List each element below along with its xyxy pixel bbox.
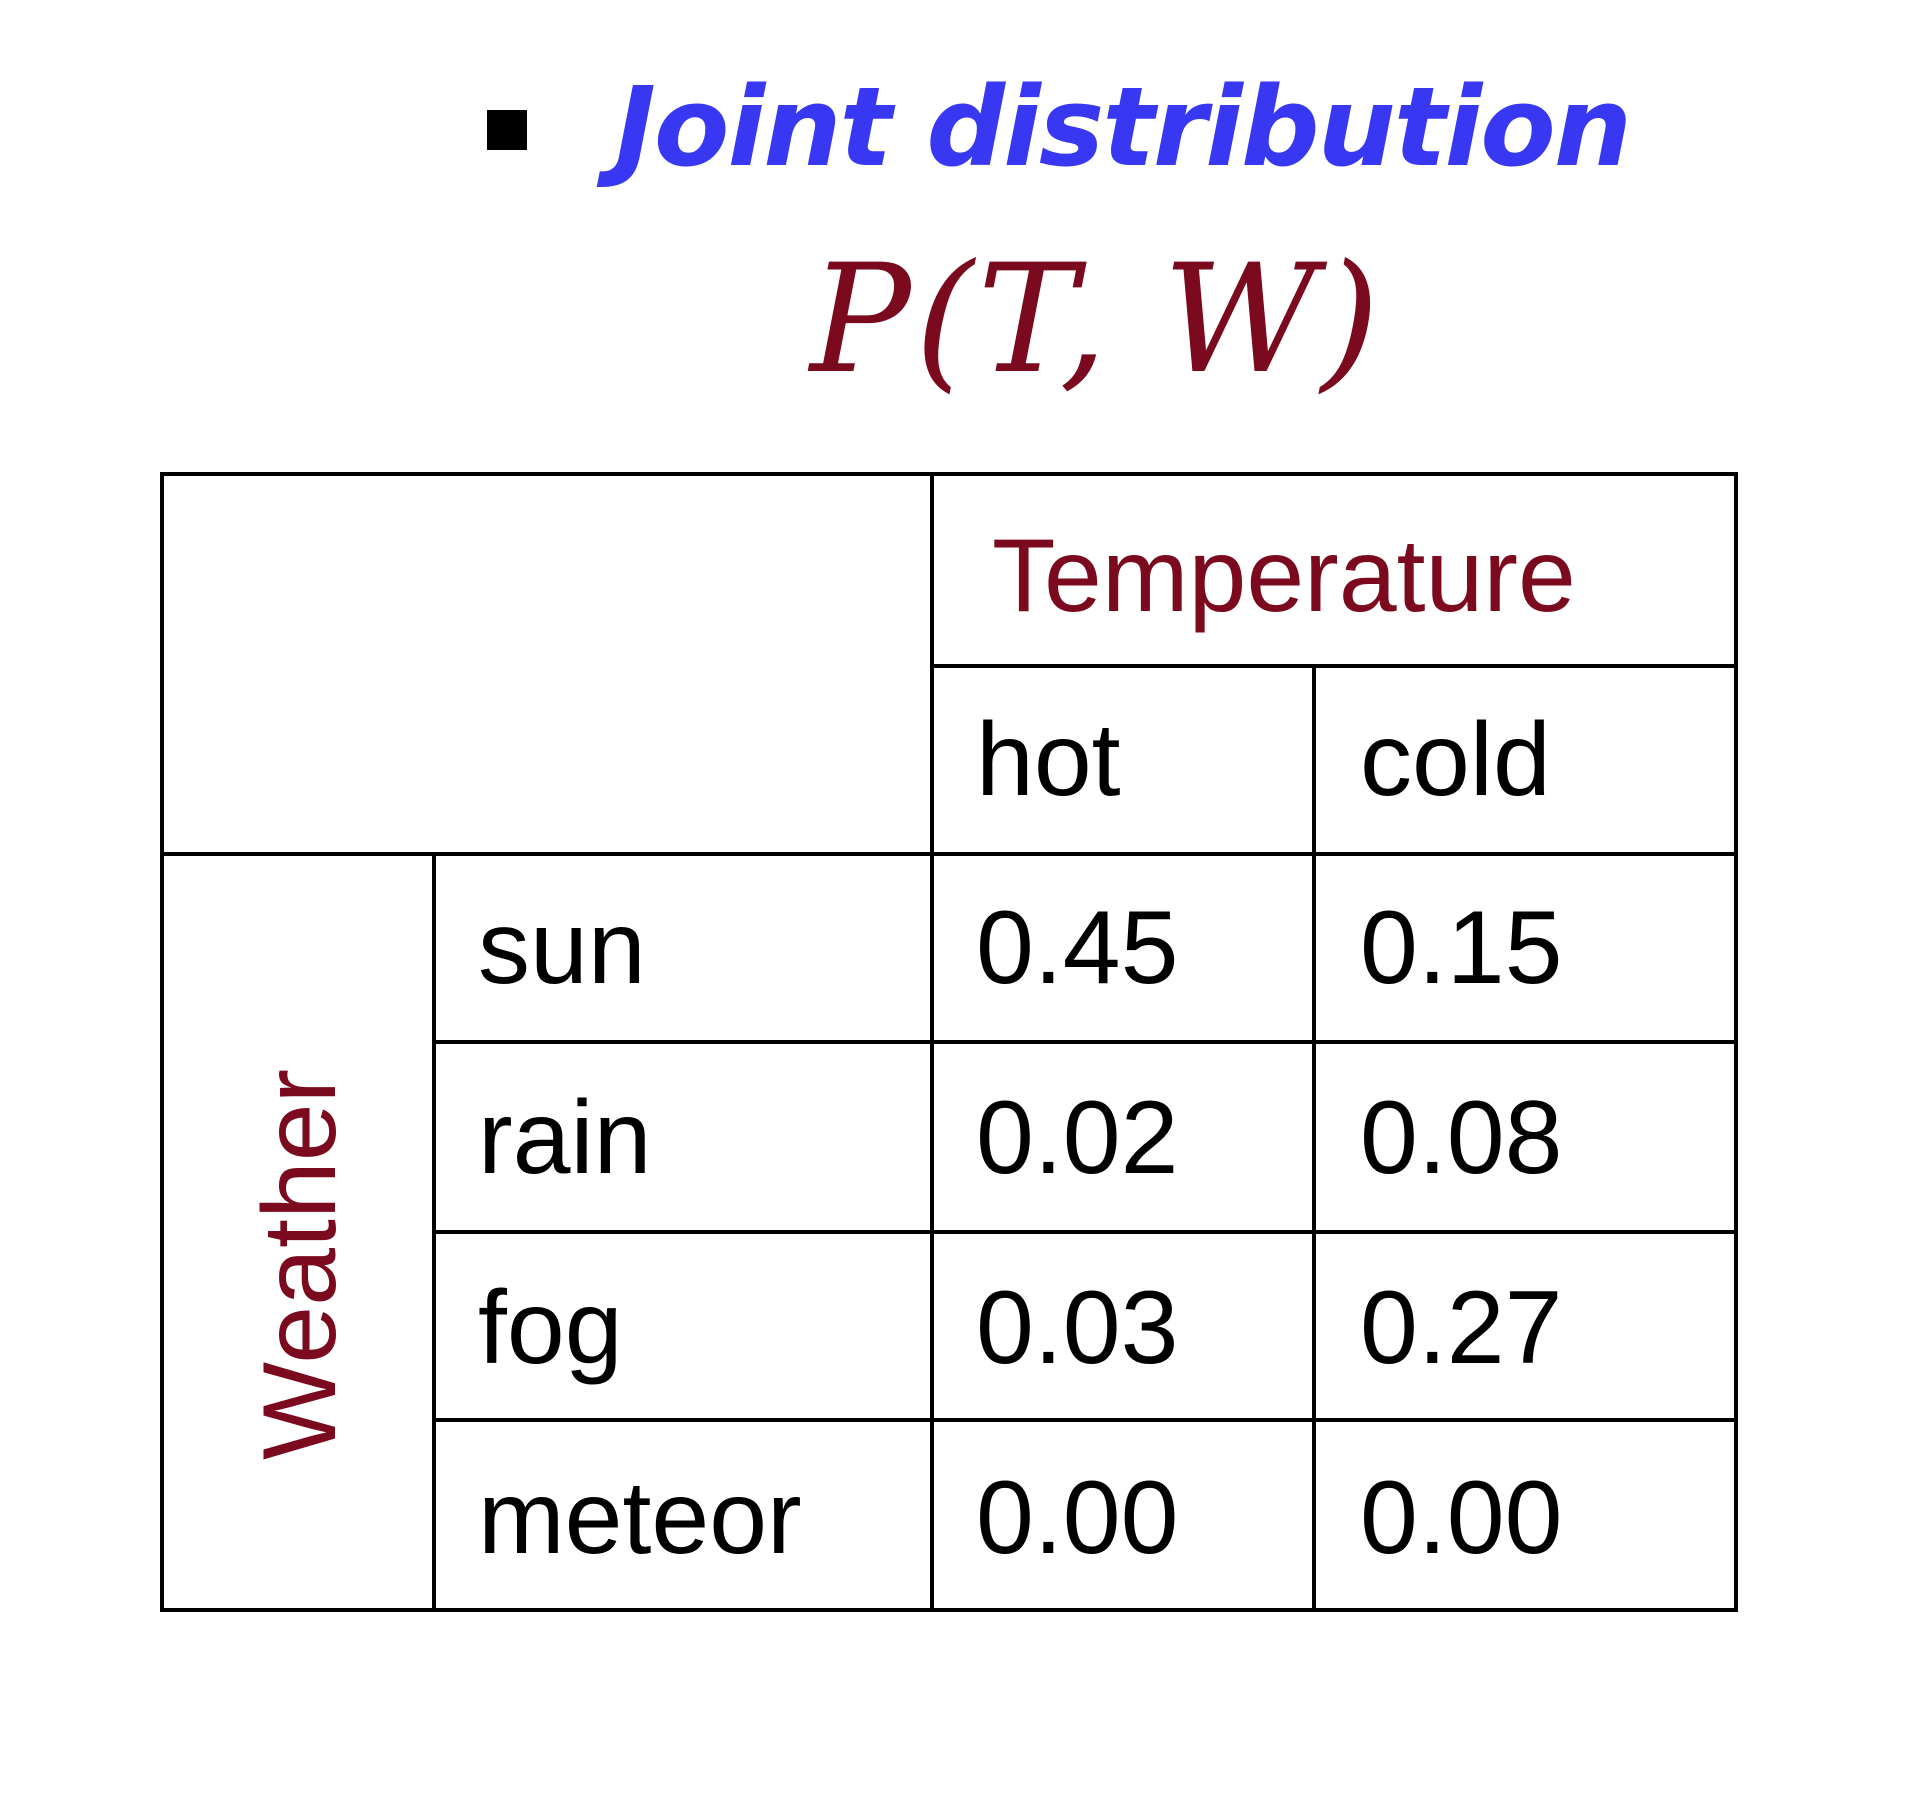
bullet-square-icon [487, 110, 527, 150]
table-divider [432, 1040, 1734, 1044]
table-divider [432, 1418, 1734, 1422]
row-label-fog: fog [478, 1270, 623, 1386]
joint-distribution-table: Temperature hot cold Weather sun 0.45 0.… [160, 472, 1738, 1612]
row-label-rain: rain [478, 1080, 652, 1196]
table-cell: 0.27 [1360, 1270, 1563, 1386]
table-cell: 0.02 [976, 1080, 1179, 1196]
table-cell: 0.03 [976, 1270, 1179, 1386]
table-divider [164, 852, 1734, 856]
joint-probability-formula: P(T, W) [810, 233, 1384, 407]
table-cell: 0.15 [1360, 890, 1563, 1006]
column-header-hot: hot [976, 702, 1121, 818]
row-label-sun: sun [478, 890, 646, 1006]
column-variable-label: Temperature [992, 518, 1576, 634]
row-variable-label: Weather [242, 1068, 358, 1460]
table-divider [930, 664, 1734, 668]
table-divider [1312, 664, 1316, 1608]
table-cell: 0.00 [976, 1460, 1179, 1576]
table-cell: 0.08 [1360, 1080, 1563, 1196]
bullet-heading: Joint distribution [615, 63, 1632, 191]
table-divider [432, 1230, 1734, 1234]
row-label-meteor: meteor [478, 1460, 802, 1576]
table-cell: 0.00 [1360, 1460, 1563, 1576]
table-cell: 0.45 [976, 890, 1179, 1006]
column-header-cold: cold [1360, 702, 1551, 818]
